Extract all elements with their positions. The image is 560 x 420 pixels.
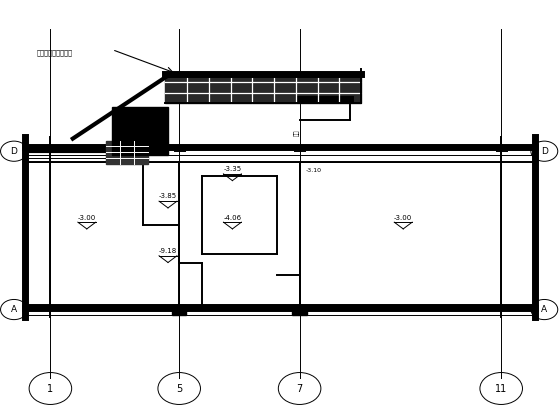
Polygon shape [112,107,168,155]
Text: 11: 11 [495,383,507,394]
Text: 图例: 图例 [294,130,300,136]
Polygon shape [172,304,186,315]
Polygon shape [292,304,307,315]
Text: 5: 5 [176,383,183,394]
Text: -3.85: -3.85 [159,194,177,200]
Text: D: D [11,147,17,156]
Text: A: A [11,305,17,314]
Polygon shape [165,74,361,103]
Text: -3.10: -3.10 [305,168,321,173]
Text: A: A [542,305,547,314]
Text: -4.06: -4.06 [223,215,241,220]
Text: 7: 7 [296,383,303,394]
Text: -9.18: -9.18 [159,248,177,254]
Text: -3.00: -3.00 [78,215,96,220]
Polygon shape [106,141,148,164]
Text: -3.35: -3.35 [223,166,241,172]
Text: 南站房开标高挖示意: 南站房开标高挖示意 [36,49,72,56]
Text: D: D [541,147,548,156]
Text: -3.00: -3.00 [394,215,412,220]
Text: 1: 1 [48,383,53,394]
